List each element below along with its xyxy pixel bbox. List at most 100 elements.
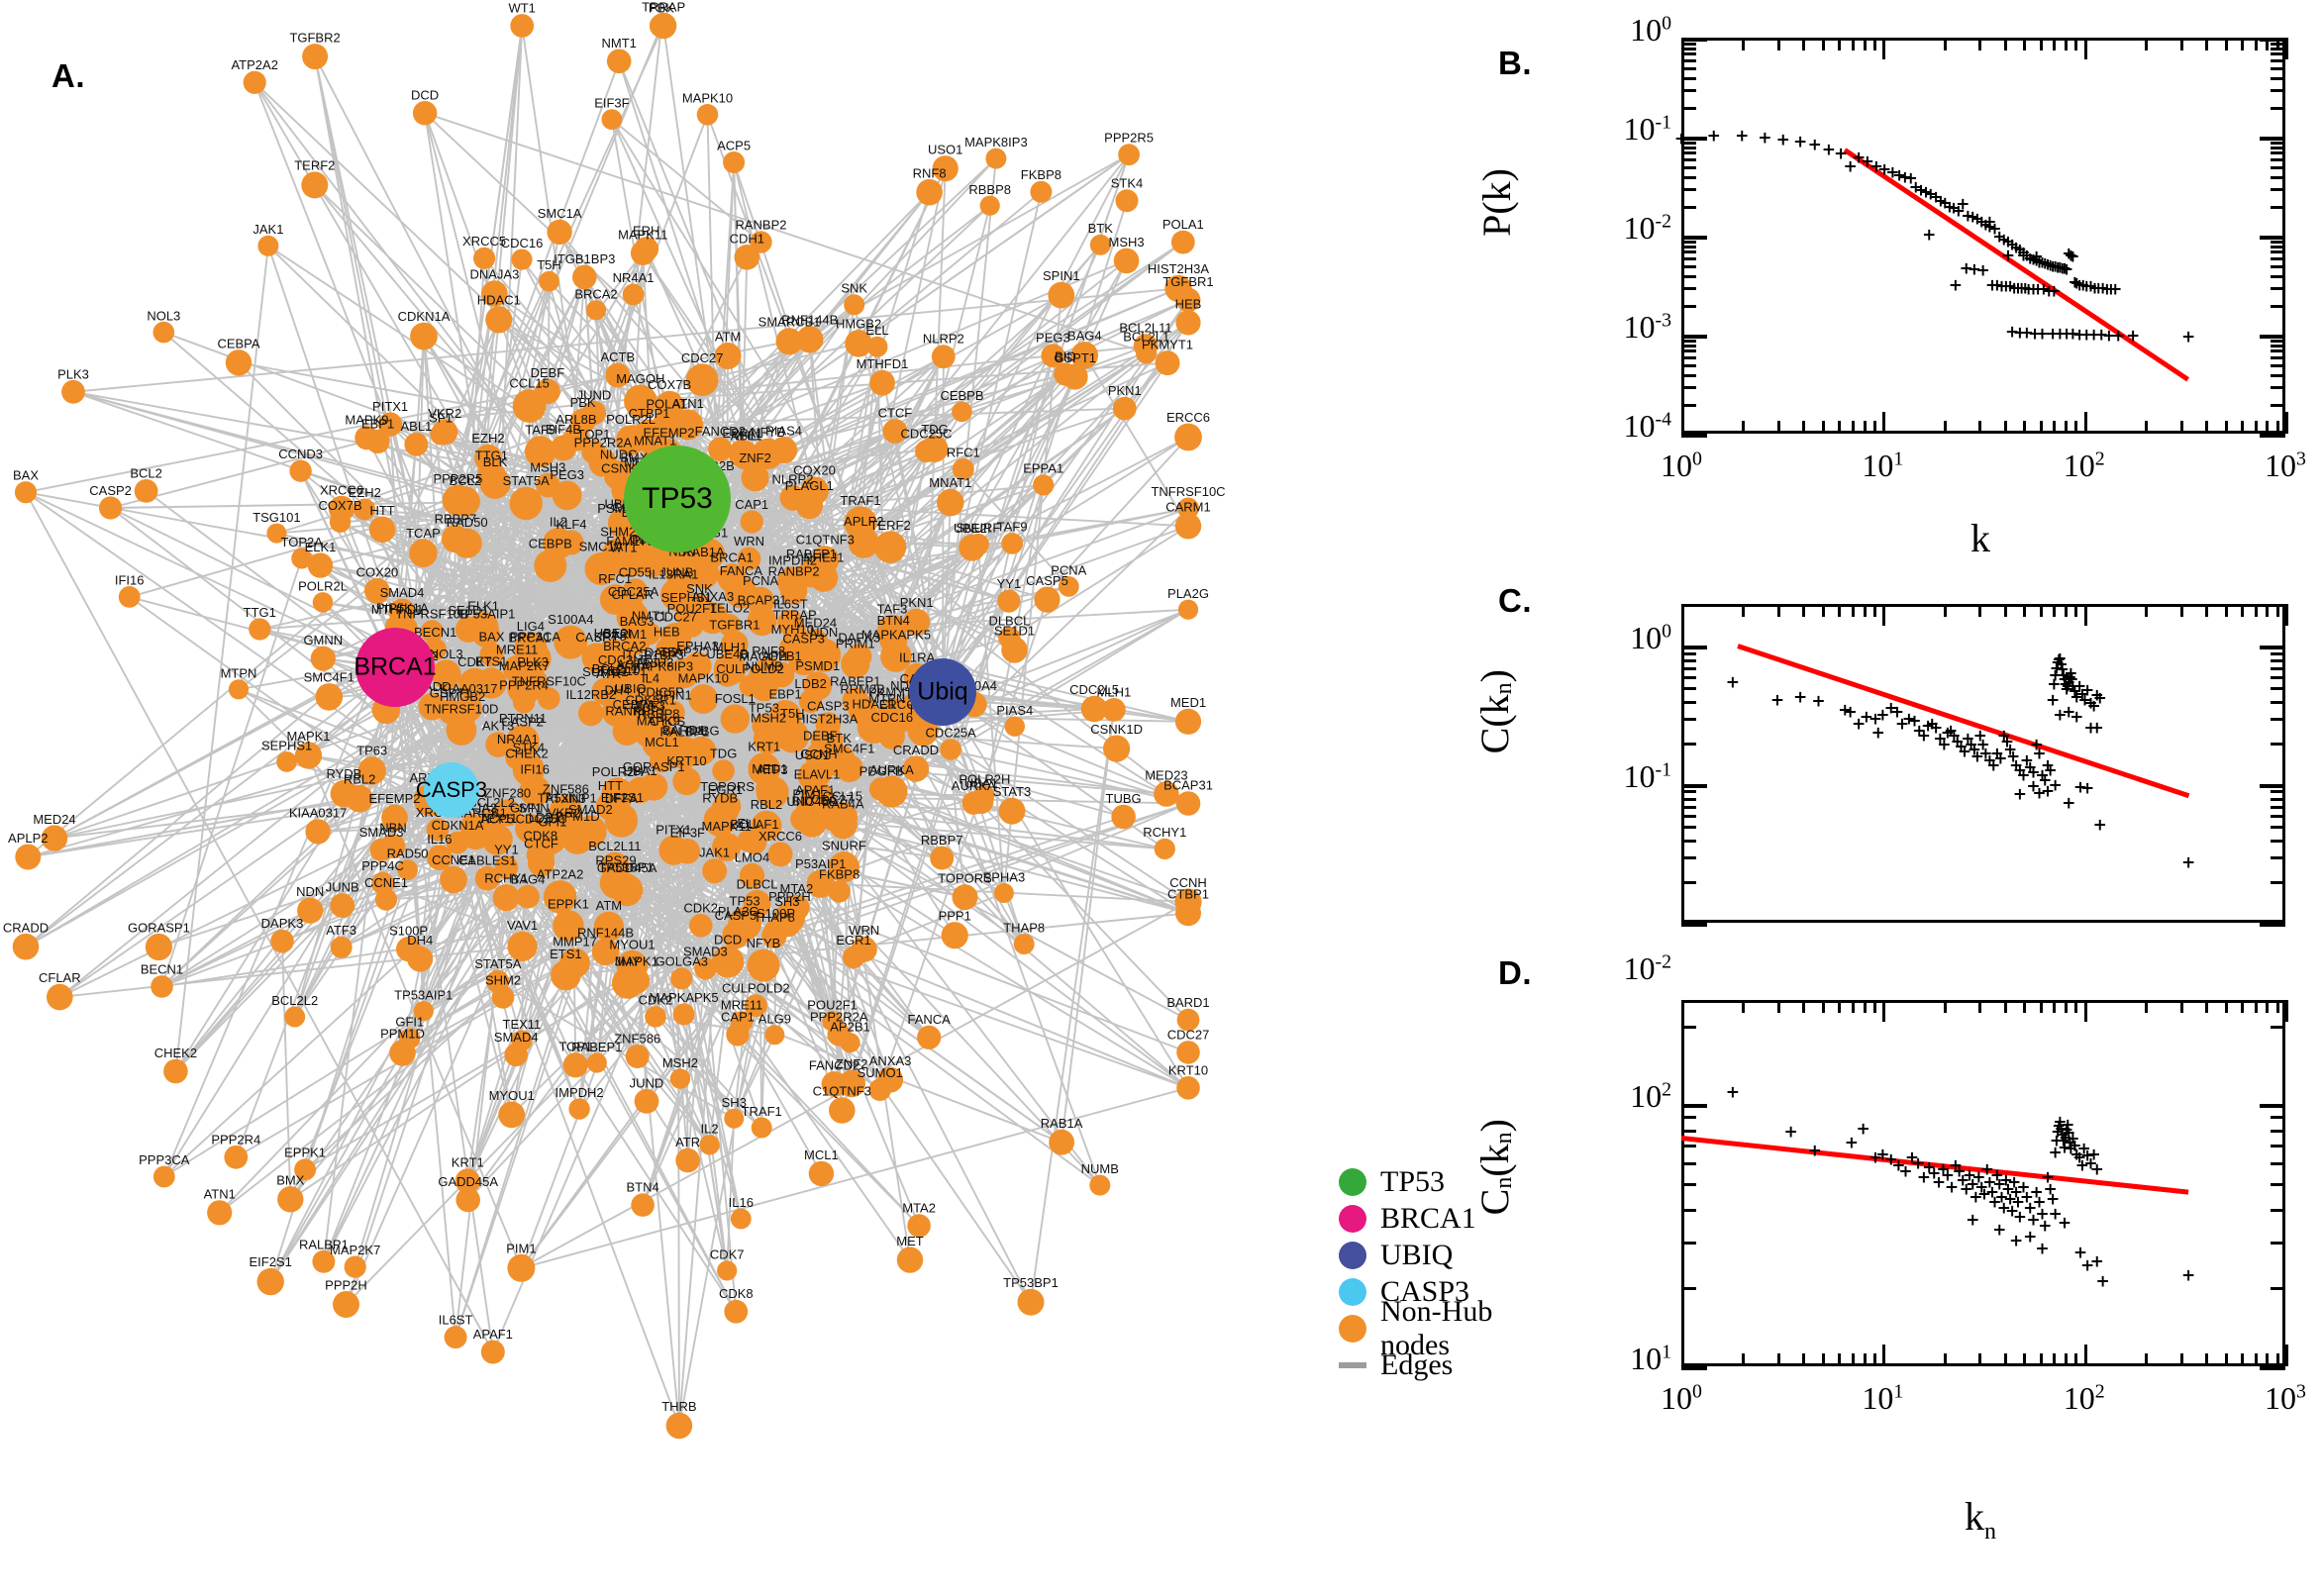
network-node-nonhub[interactable] — [952, 884, 978, 911]
network-node-nonhub[interactable] — [616, 600, 650, 634]
network-node-nonhub[interactable] — [266, 523, 287, 544]
legend-item-non-hub-nodes[interactable]: Non-Hub nodes — [1339, 1295, 1566, 1361]
network-node-nonhub[interactable] — [454, 1168, 480, 1194]
network-node-nonhub[interactable] — [672, 409, 704, 441]
legend-item-casp3[interactable]: CASP3 — [1339, 1273, 1566, 1310]
network-node-nonhub[interactable] — [806, 869, 835, 898]
network-node-nonhub[interactable] — [163, 1058, 188, 1084]
network-node-nonhub[interactable] — [553, 910, 584, 942]
network-node-nonhub[interactable] — [431, 659, 461, 690]
network-node-nonhub[interactable] — [369, 838, 393, 862]
network-node-nonhub[interactable] — [507, 671, 542, 706]
network-node-nonhub[interactable] — [764, 1025, 785, 1046]
network-node-nonhub[interactable] — [61, 379, 85, 404]
network-node-nonhub[interactable] — [650, 12, 677, 40]
network-node-nonhub[interactable] — [574, 815, 607, 848]
network-node-nonhub[interactable] — [506, 724, 540, 758]
network-node-nonhub[interactable] — [882, 419, 908, 444]
network-node-nonhub[interactable] — [702, 858, 728, 884]
network-node-nonhub[interactable] — [357, 756, 386, 785]
network-node-nonhub[interactable] — [959, 534, 986, 561]
network-node-nonhub[interactable] — [516, 884, 540, 909]
network-node-nonhub[interactable] — [624, 384, 657, 418]
network-node-nonhub[interactable] — [297, 897, 324, 924]
network-node-nonhub[interactable] — [734, 244, 760, 270]
network-node-nonhub[interactable] — [783, 894, 810, 921]
network-node-nonhub[interactable] — [640, 772, 668, 801]
network-node-nonhub[interactable] — [1177, 497, 1199, 520]
network-node-nonhub[interactable] — [568, 1098, 590, 1120]
network-node-nonhub[interactable] — [474, 865, 500, 891]
network-node-nonhub[interactable] — [404, 432, 429, 456]
network-node-nonhub[interactable] — [737, 547, 761, 571]
network-node-nonhub[interactable] — [1164, 274, 1192, 303]
network-node-nonhub[interactable] — [498, 1101, 526, 1129]
network-node-nonhub[interactable] — [742, 830, 767, 855]
network-node-nonhub[interactable] — [756, 774, 784, 803]
network-node-nonhub[interactable] — [979, 195, 1000, 216]
network-node-nonhub[interactable] — [1102, 698, 1126, 722]
network-node-nonhub[interactable] — [479, 643, 504, 667]
network-node-nonhub[interactable] — [554, 625, 588, 659]
network-node-nonhub[interactable] — [1004, 716, 1025, 737]
network-node-nonhub[interactable] — [800, 780, 834, 814]
network-node-nonhub[interactable] — [714, 343, 742, 369]
network-node-nonhub[interactable] — [1080, 695, 1108, 723]
network-node-nonhub[interactable] — [686, 594, 713, 621]
network-node-nonhub[interactable] — [747, 606, 777, 637]
network-node-nonhub[interactable] — [1111, 804, 1136, 830]
network-node-nonhub[interactable] — [739, 862, 765, 889]
network-node-nonhub[interactable] — [413, 1001, 434, 1022]
network-node-nonhub[interactable] — [669, 1068, 691, 1089]
network-node-nonhub[interactable] — [409, 539, 438, 567]
network-node-nonhub[interactable] — [1115, 189, 1139, 213]
network-node-nonhub[interactable] — [903, 608, 931, 636]
network-node-nonhub[interactable] — [1155, 350, 1180, 376]
network-node-nonhub[interactable] — [688, 914, 713, 938]
network-node-nonhub[interactable] — [708, 437, 733, 462]
network-node-nonhub[interactable] — [440, 865, 467, 894]
network-node-nonhub[interactable] — [228, 679, 250, 700]
network-node-nonhub[interactable] — [284, 1006, 306, 1028]
network-node-nonhub[interactable] — [797, 807, 827, 838]
network-node-nonhub[interactable] — [432, 419, 458, 446]
network-node-nonhub[interactable] — [724, 1108, 745, 1129]
network-node-nonhub[interactable] — [611, 967, 644, 999]
network-node-nonhub[interactable] — [603, 460, 634, 490]
network-node-nonhub[interactable] — [713, 792, 742, 821]
network-node-nonhub[interactable] — [753, 724, 784, 754]
network-node-nonhub[interactable] — [480, 1340, 505, 1364]
network-node-nonhub[interactable] — [931, 345, 956, 369]
network-node-nonhub[interactable] — [563, 425, 589, 451]
network-node-nonhub[interactable] — [473, 247, 496, 269]
network-node-nonhub[interactable] — [407, 946, 434, 972]
network-node-nonhub[interactable] — [444, 1326, 467, 1349]
network-node-nonhub[interactable] — [723, 151, 746, 173]
network-node-nonhub[interactable] — [458, 667, 491, 701]
network-node-nonhub[interactable] — [680, 614, 704, 638]
network-node-nonhub[interactable] — [1112, 396, 1137, 421]
network-node-nonhub[interactable] — [1103, 735, 1131, 762]
network-node-nonhub[interactable] — [932, 155, 959, 182]
network-node-nonhub[interactable] — [940, 739, 961, 760]
network-node-nonhub[interactable] — [312, 592, 334, 613]
network-node-nonhub[interactable] — [535, 378, 560, 405]
network-node-nonhub[interactable] — [510, 14, 535, 38]
network-node-nonhub[interactable] — [696, 104, 719, 126]
network-node-nonhub[interactable] — [829, 1097, 856, 1124]
network-node-nonhub[interactable] — [921, 435, 949, 462]
network-node-nonhub[interactable] — [152, 321, 175, 344]
network-node-nonhub[interactable] — [291, 548, 313, 569]
network-node-nonhub[interactable] — [796, 326, 824, 353]
network-node-nonhub[interactable] — [460, 814, 485, 838]
network-node-nonhub[interactable] — [494, 799, 522, 827]
network-node-nonhub[interactable] — [952, 457, 974, 480]
network-node-nonhub[interactable] — [312, 1249, 336, 1273]
network-node-nonhub[interactable] — [868, 1078, 891, 1101]
network-node-nonhub[interactable] — [1174, 423, 1202, 451]
network-node-nonhub[interactable] — [815, 712, 841, 738]
network-node-nonhub[interactable] — [601, 109, 623, 130]
network-node-nonhub[interactable] — [937, 488, 964, 517]
network-node-nonhub[interactable] — [728, 907, 761, 941]
network-node-nonhub[interactable] — [224, 1145, 249, 1169]
